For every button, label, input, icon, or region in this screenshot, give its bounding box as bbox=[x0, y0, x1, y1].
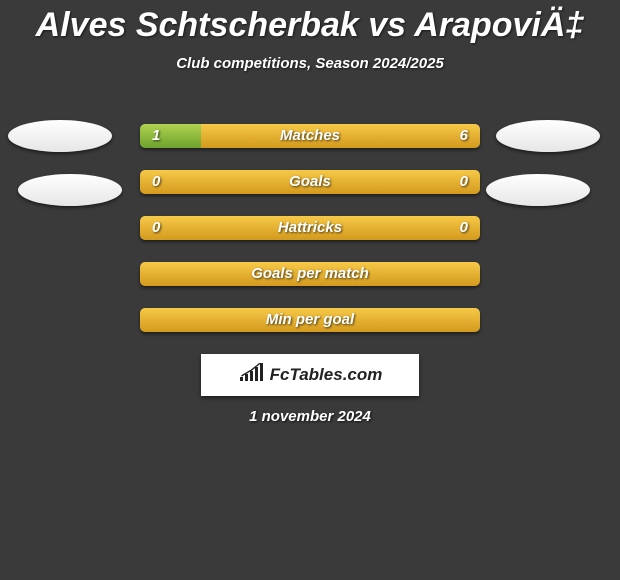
page-title: Alves Schtscherbak vs ArapoviÄ‡ bbox=[0, 0, 620, 45]
player-marker-ellipse bbox=[496, 120, 600, 152]
stat-row: Hattricks00 bbox=[0, 210, 620, 256]
fctables-logo-icon bbox=[238, 363, 266, 388]
stat-bar-track bbox=[140, 170, 480, 194]
stat-bar-left-fill bbox=[140, 124, 201, 148]
fctables-text: FcTables.com bbox=[270, 365, 383, 385]
stat-bar-right-fill bbox=[140, 216, 480, 240]
stat-bar-right-fill bbox=[140, 170, 480, 194]
subtitle: Club competitions, Season 2024/2025 bbox=[0, 55, 620, 72]
stat-bar-right-fill bbox=[140, 262, 480, 286]
stat-row: Min per goal bbox=[0, 302, 620, 348]
comparison-infographic: Alves Schtscherbak vs ArapoviÄ‡ Club com… bbox=[0, 0, 620, 580]
player-marker-ellipse bbox=[8, 120, 112, 152]
stat-bar-right-fill bbox=[201, 124, 480, 148]
fctables-badge[interactable]: FcTables.com bbox=[201, 354, 419, 396]
stats-bars-area: Matches16Goals00Hattricks00Goals per mat… bbox=[0, 118, 620, 348]
stat-row: Goals per match bbox=[0, 256, 620, 302]
stat-bar-track bbox=[140, 262, 480, 286]
player-marker-ellipse bbox=[486, 174, 590, 206]
footer-date: 1 november 2024 bbox=[0, 408, 620, 425]
stat-bar-track bbox=[140, 216, 480, 240]
stat-bar-track bbox=[140, 308, 480, 332]
stat-bar-track bbox=[140, 124, 480, 148]
player-marker-ellipse bbox=[18, 174, 122, 206]
stat-bar-right-fill bbox=[140, 308, 480, 332]
